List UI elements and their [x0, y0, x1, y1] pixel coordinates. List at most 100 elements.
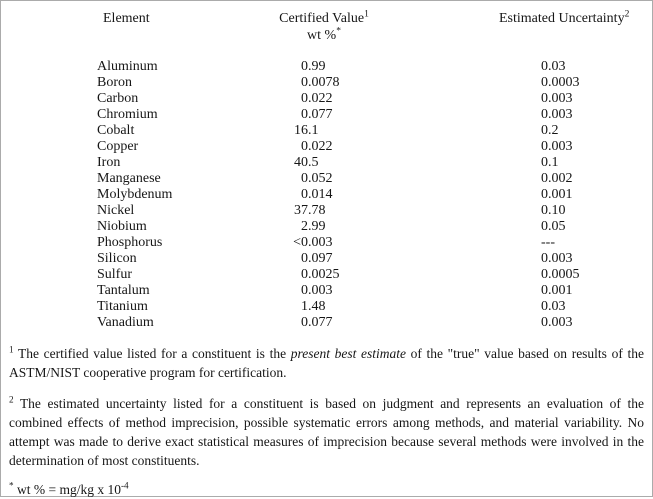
footnote-1-marker: 1 [9, 344, 14, 355]
estimated-uncertainty: 0.03 [541, 299, 566, 314]
element-name: Iron [97, 155, 121, 170]
certified-value-integer-part: 0 [301, 315, 308, 330]
certified-value: 2.99 [251, 219, 441, 235]
element-name: Silicon [97, 251, 137, 266]
header-row: Element Certified Value1 wt %* Estimated… [1, 10, 652, 59]
estimated-uncertainty: --- [541, 235, 555, 250]
element-name: Boron [97, 75, 132, 90]
estimated-uncertainty: 0.1 [541, 155, 559, 170]
certified-value: 0.077 [251, 107, 441, 123]
certified-value-fraction-part: .003 [308, 283, 333, 298]
certified-value: 0.99 [251, 59, 441, 75]
certified-value: 0.003 [251, 283, 441, 299]
certified-value-integer-part: 0 [301, 139, 308, 154]
element-name: Niobium [97, 219, 147, 234]
certified-value-integer-part: 0 [301, 187, 308, 202]
footnote-1-text-before: The certified value listed for a constit… [18, 346, 291, 361]
column-header-element: Element [1, 10, 251, 59]
certified-value-fraction-part: .077 [308, 107, 333, 122]
footnote-1-text-after: of the "true" value based on results of … [9, 346, 644, 380]
certified-value-fraction-part: .022 [308, 91, 333, 106]
footnote-asterisk-marker: * [9, 480, 14, 491]
estimated-uncertainty: 0.003 [541, 315, 573, 330]
certified-value-fraction-part: .003 [308, 235, 333, 250]
certified-value-unit-label: wt % [307, 28, 337, 43]
certified-value-integer-part: 2 [301, 219, 308, 234]
certified-value-integer-part: 0 [301, 59, 308, 74]
table-row: Phosphorus <0.003 --- [1, 235, 652, 251]
certified-value-fraction-part: .022 [308, 139, 333, 154]
table-row: Aluminum 0.99 0.03 [1, 59, 652, 75]
estimated-uncertainty: 0.0005 [541, 267, 580, 282]
certified-value-unit-footnote-marker: * [336, 26, 341, 37]
element-name: Phosphorus [97, 235, 163, 250]
certified-value: 0.022 [251, 91, 441, 107]
element-name: Manganese [97, 171, 161, 186]
table-row: Manganese 0.052 0.002 [1, 171, 652, 187]
table-row: Molybdenum 0.014 0.001 [1, 187, 652, 203]
table-row: Sulfur 0.0025 0.0005 [1, 267, 652, 283]
estimated-uncertainty: 0.2 [541, 123, 559, 138]
estimated-uncertainty: 0.03 [541, 59, 566, 74]
certified-value-fraction-part: .097 [308, 251, 333, 266]
certified-value: 0.077 [251, 315, 441, 331]
element-name: Tantalum [97, 283, 150, 298]
element-name: Aluminum [97, 59, 158, 74]
certified-value-integer-part: 37 [294, 203, 308, 218]
estimated-uncertainty: 0.003 [541, 107, 573, 122]
certified-value: 0.022 [251, 139, 441, 155]
table-row: Silicon 0.097 0.003 [1, 251, 652, 267]
element-name: Sulfur [97, 267, 132, 282]
table-row: Tantalum 0.003 0.001 [1, 283, 652, 299]
certified-value-fraction-part: .99 [308, 219, 326, 234]
certified-value-integer-part: 0 [301, 75, 308, 90]
element-name: Vanadium [97, 315, 154, 330]
certified-value-integer-part: 1 [301, 299, 308, 314]
table-row: Cobalt 16.1 0.2 [1, 123, 652, 139]
estimated-uncertainty: 0.003 [541, 91, 573, 106]
estimated-uncertainty: 0.10 [541, 203, 566, 218]
certified-value-integer-part: 40 [294, 155, 308, 170]
element-name: Carbon [97, 91, 139, 106]
estimated-uncertainty-footnote-marker: 2 [624, 9, 630, 20]
certified-value: <0.003 [251, 235, 441, 251]
certified-values-table: Element Certified Value1 wt %* Estimated… [1, 10, 652, 331]
estimated-uncertainty: 0.001 [541, 283, 573, 298]
certified-value-integer-part: 0 [301, 283, 308, 298]
certified-value-fraction-part: .052 [308, 171, 333, 186]
footnote-wt-percent: * wt % = mg/kg x 10-4 [9, 480, 644, 499]
table-row: Copper 0.022 0.003 [1, 139, 652, 155]
certified-value: 16.1 [251, 123, 441, 139]
table-row: Vanadium 0.077 0.003 [1, 315, 652, 331]
certified-value-fraction-part: .5 [308, 155, 319, 170]
footnote-estimated-uncertainty: 2 The estimated uncertainty listed for a… [9, 394, 644, 470]
estimated-uncertainty: 0.001 [541, 187, 573, 202]
certified-value-fraction-part: .0078 [308, 75, 340, 90]
element-name: Titanium [97, 299, 148, 314]
certified-value: 0.0078 [251, 75, 441, 91]
estimated-uncertainty-header-label: Estimated Uncertainty [499, 11, 625, 26]
footnotes-section: 1 The certified value listed for a const… [1, 344, 652, 499]
certified-value-fraction-part: .1 [308, 123, 319, 138]
certified-value-integer-part: 0 [301, 91, 308, 106]
element-header-label: Element [103, 11, 150, 26]
certified-value-fraction-part: .48 [308, 299, 326, 314]
certified-value: 0.097 [251, 251, 441, 267]
certified-value-fraction-part: .99 [308, 59, 326, 74]
element-name: Chromium [97, 107, 158, 122]
certified-value-integer-part: 0 [301, 171, 308, 186]
certified-value-integer-part: 0 [301, 267, 308, 282]
element-name: Molybdenum [97, 187, 173, 202]
table-row: Carbon 0.022 0.003 [1, 91, 652, 107]
table-header: Element Certified Value1 wt %* Estimated… [1, 10, 652, 59]
certified-value-fraction-part: .0025 [308, 267, 340, 282]
certified-value-header-label: Certified Value [279, 11, 365, 26]
certified-value: 37.78 [251, 203, 441, 219]
footnote-wt-percent-exponent: -4 [120, 480, 129, 491]
table-row: Niobium 2.99 0.05 [1, 219, 652, 235]
element-name: Cobalt [97, 123, 135, 138]
column-header-estimated-uncertainty: Estimated Uncertainty2 [441, 10, 652, 59]
column-header-certified-value: Certified Value1 wt %* [251, 10, 441, 59]
certified-value-integer-part: 0 [301, 107, 308, 122]
footnote-2-marker: 2 [9, 394, 14, 405]
